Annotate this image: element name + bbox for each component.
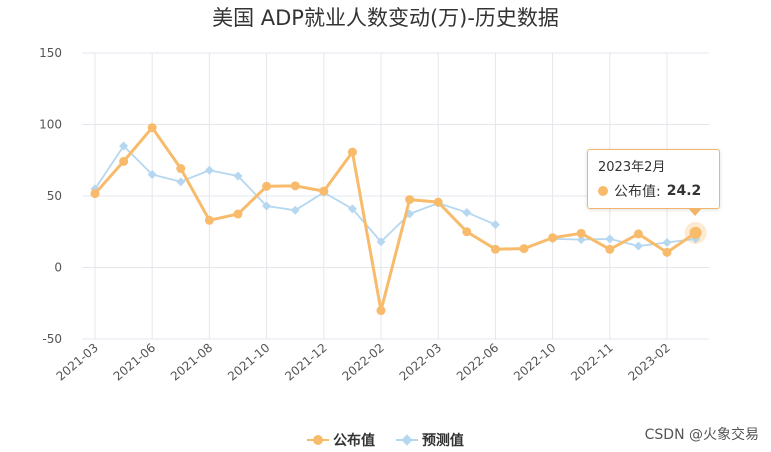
series-line <box>94 145 496 243</box>
x-tick-label: 2021-12 <box>282 341 329 384</box>
data-point <box>90 189 100 199</box>
data-point <box>689 226 702 239</box>
data-point <box>376 237 386 247</box>
x-tick-label: 2022-11 <box>568 341 615 384</box>
series-published <box>90 123 702 316</box>
data-point <box>490 220 500 230</box>
data-point <box>204 215 214 225</box>
data-point <box>119 141 129 151</box>
data-point <box>147 123 157 133</box>
x-tick-label: 2022-10 <box>511 341 558 384</box>
x-tick-label: 2021-10 <box>225 341 272 384</box>
diamond-marker-icon <box>395 434 418 446</box>
data-point <box>262 201 272 211</box>
tooltip-dot-icon <box>598 186 608 196</box>
y-tick-label: 100 <box>39 118 62 132</box>
x-tick-label: 2022-02 <box>340 341 387 384</box>
data-point <box>462 227 472 237</box>
data-point <box>405 195 415 205</box>
series-forecast <box>90 141 701 251</box>
data-point <box>576 228 586 238</box>
legend: 公布值 预测值 <box>0 430 771 450</box>
data-point <box>605 244 615 254</box>
y-tick-label: 50 <box>47 189 62 203</box>
data-point <box>233 209 243 219</box>
data-point <box>204 165 214 175</box>
data-point <box>347 204 357 214</box>
data-point <box>633 229 643 239</box>
data-point <box>433 197 443 207</box>
series-line <box>93 126 697 313</box>
y-tick-label: 0 <box>54 261 62 275</box>
data-point <box>262 181 272 191</box>
tooltip: 2023年2月 公布值: 24.2 <box>587 149 720 209</box>
data-point <box>147 170 157 180</box>
data-point <box>347 147 357 157</box>
data-point <box>662 237 672 247</box>
x-tick-label: 2023-02 <box>626 341 673 384</box>
x-tick-label: 2022-06 <box>454 341 501 384</box>
data-point <box>176 164 186 174</box>
legend-item-forecast[interactable]: 预测值 <box>395 430 464 450</box>
data-point <box>633 241 643 251</box>
data-point <box>605 234 615 244</box>
data-point <box>176 177 186 187</box>
data-point <box>233 171 243 181</box>
data-point <box>576 235 586 245</box>
tooltip-row: 公布值: 24.2 <box>598 181 709 201</box>
data-point <box>319 186 329 196</box>
data-point <box>290 205 300 215</box>
tooltip-value: 24.2 <box>666 183 702 199</box>
legend-label-published: 公布值 <box>333 433 376 449</box>
x-tick-label: 2021-03 <box>54 341 101 384</box>
data-point <box>462 207 472 217</box>
x-tick-label: 2021-08 <box>168 341 215 384</box>
tooltip-date: 2023年2月 <box>598 160 666 175</box>
data-point <box>119 156 129 166</box>
data-point <box>490 244 500 254</box>
data-point <box>662 247 672 257</box>
tooltip-arrow <box>688 208 702 216</box>
watermark: CSDN @火象交易 <box>644 427 759 443</box>
series-layer <box>90 123 702 316</box>
chart-title: 美国 ADP就业人数变动(万)-历史数据 <box>212 6 559 30</box>
legend-item-published[interactable]: 公布值 <box>307 430 375 450</box>
legend-label-forecast: 预测值 <box>421 433 464 449</box>
circle-marker-icon <box>307 434 330 446</box>
x-tick-label: 2021-06 <box>111 341 158 384</box>
y-tick-label: 150 <box>39 46 62 60</box>
y-tick-label: -50 <box>42 332 62 346</box>
tooltip-series-label: 公布值: <box>614 184 661 200</box>
data-point <box>519 244 529 254</box>
data-point <box>376 306 386 316</box>
data-point <box>290 181 300 191</box>
data-point <box>548 233 558 243</box>
x-tick-label: 2022-03 <box>397 341 444 384</box>
